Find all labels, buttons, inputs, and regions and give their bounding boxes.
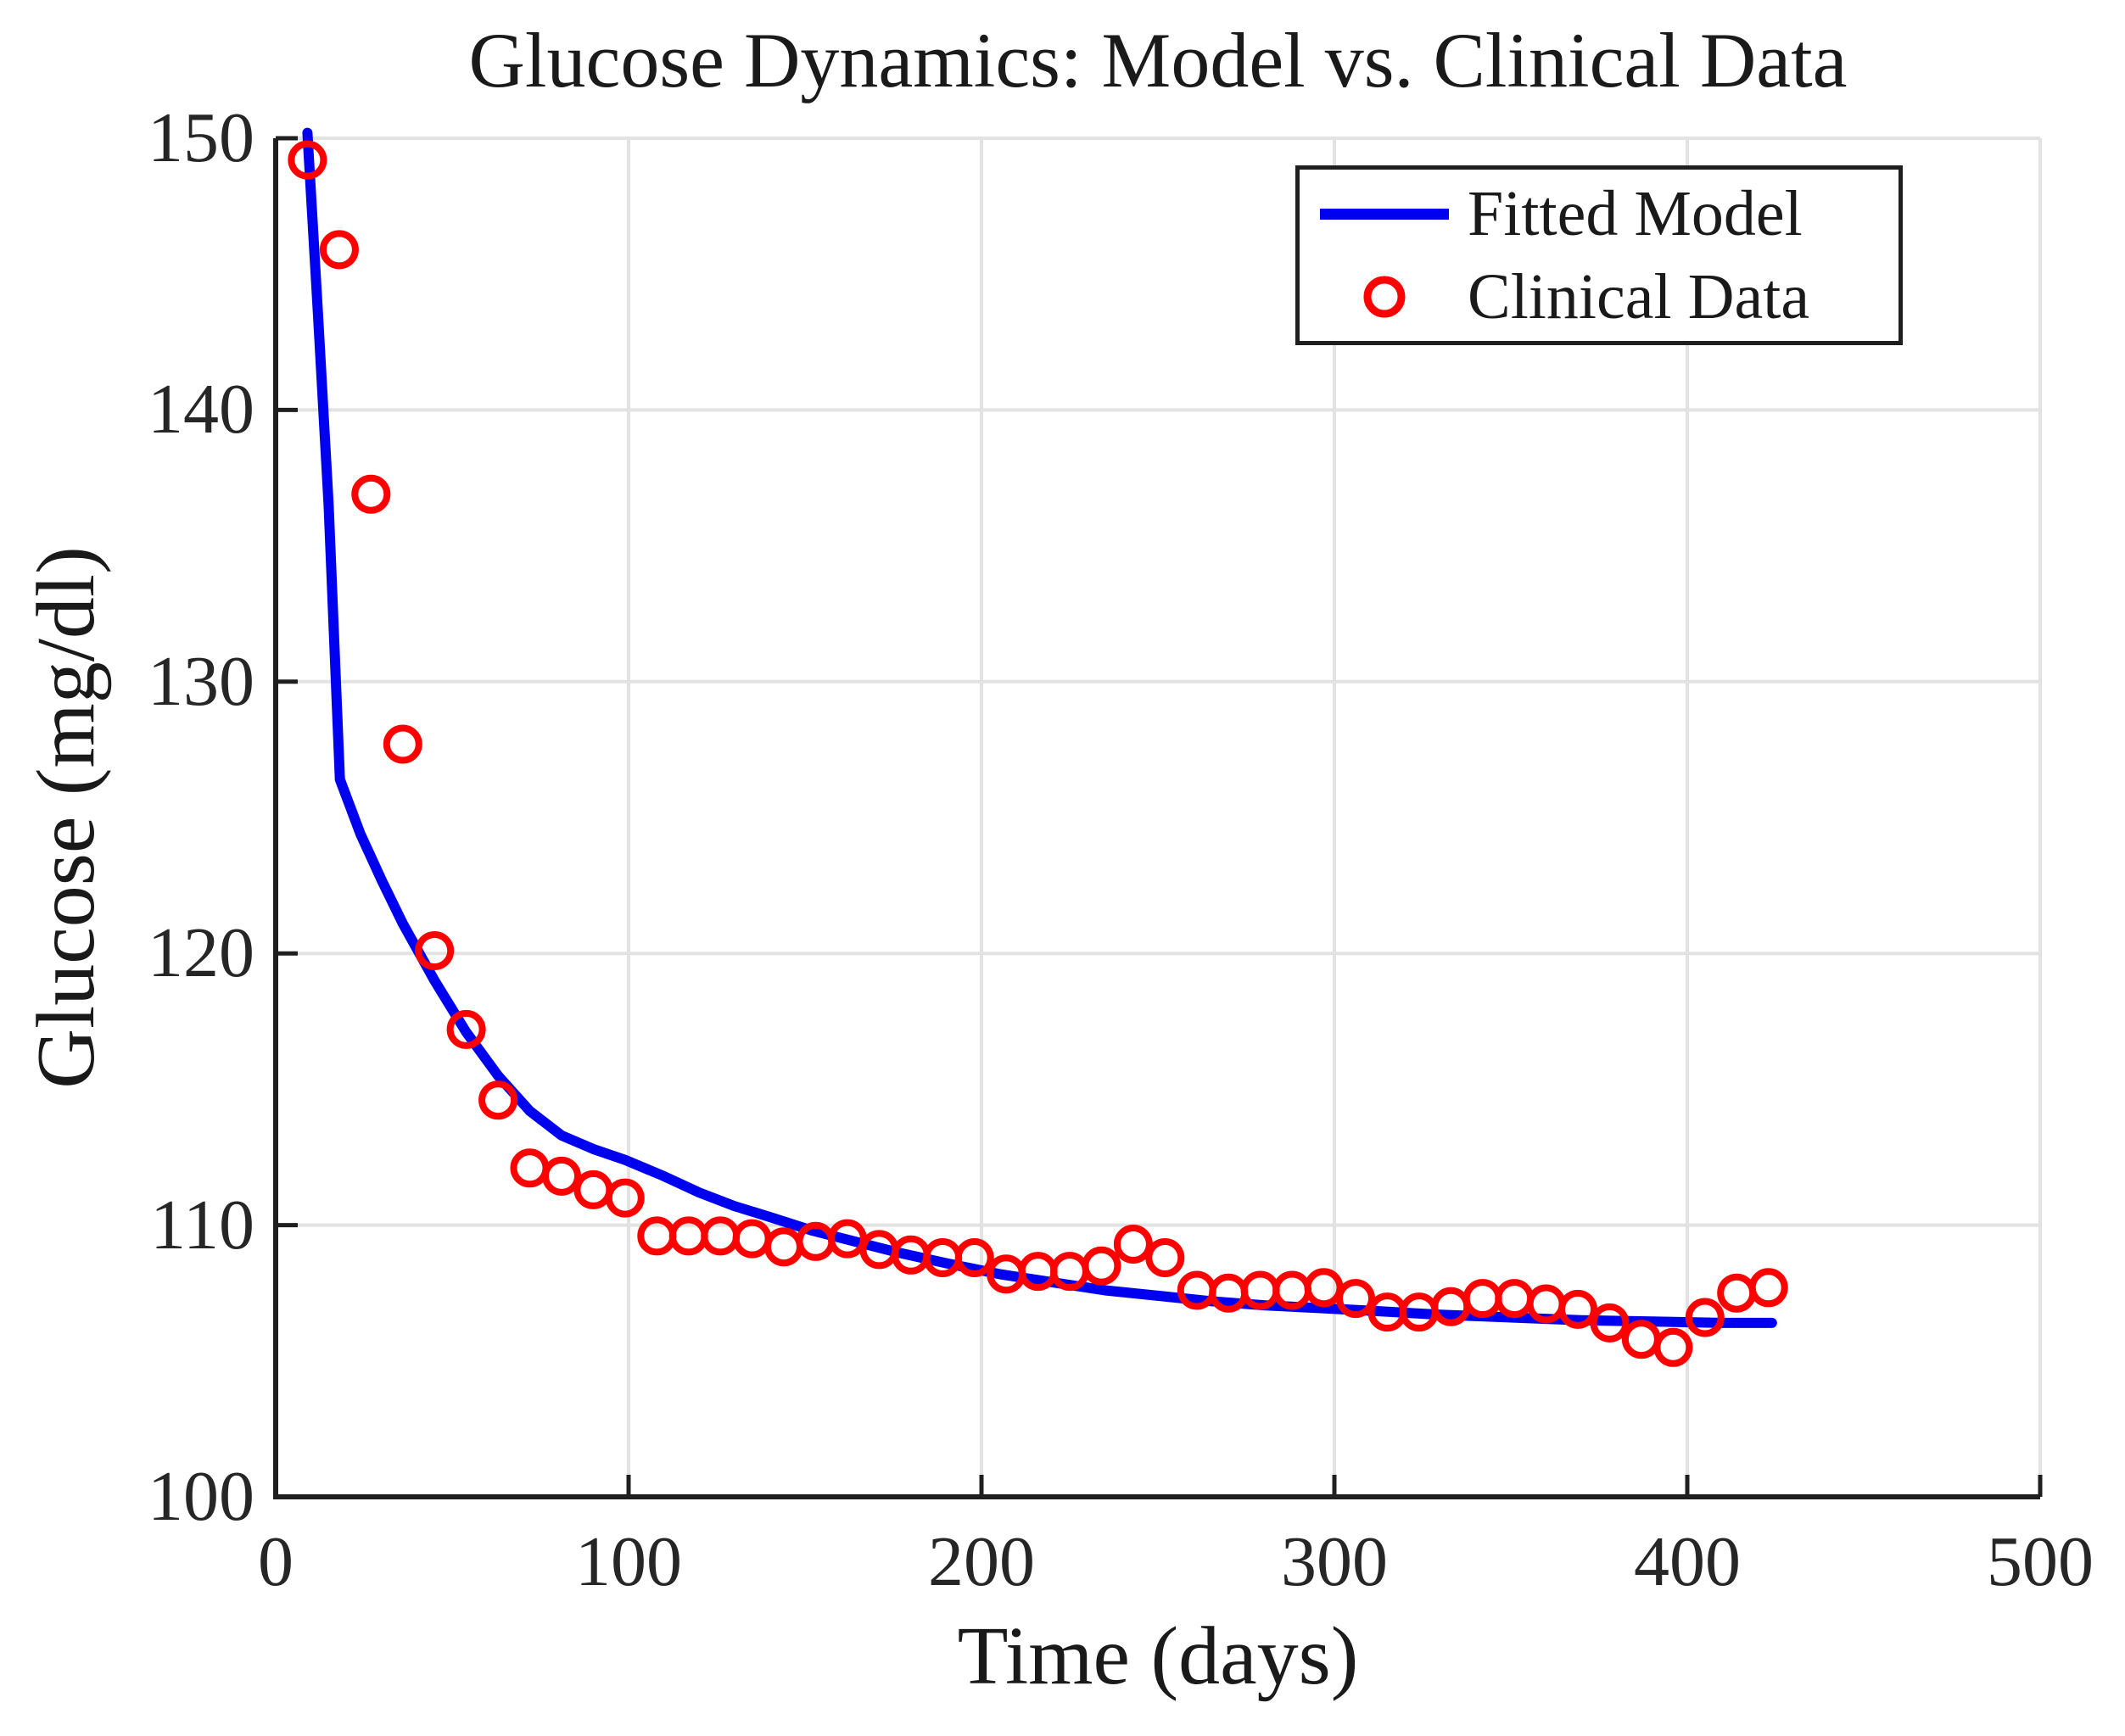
x-tick-label: 100 (575, 1522, 682, 1601)
y-axis-label: Glucose (mg/dl) (20, 546, 112, 1089)
data-point (732, 1219, 772, 1259)
y-tick-label: 100 (148, 1457, 254, 1536)
y-tick-label: 140 (148, 370, 254, 449)
data-point (542, 1156, 581, 1196)
y-tick-label: 130 (148, 641, 254, 721)
data-point (573, 1169, 613, 1209)
data-point (1082, 1246, 1121, 1286)
data-point (764, 1227, 803, 1267)
data-point (351, 474, 391, 514)
legend-circle-icon (1320, 273, 1449, 321)
data-point (1748, 1268, 1788, 1308)
legend-label: Fitted Model (1468, 178, 1803, 250)
data-point (510, 1148, 550, 1188)
y-tick-label: 120 (148, 913, 254, 993)
data-point (1113, 1225, 1153, 1264)
data-point (383, 724, 422, 764)
data-point (1462, 1279, 1502, 1319)
data-point (1145, 1238, 1185, 1277)
y-tick-label: 150 (148, 98, 254, 177)
legend-item-clinical-data: Clinical Data (1320, 259, 1899, 335)
x-tick-label: 400 (1634, 1522, 1741, 1601)
data-point (954, 1238, 994, 1277)
legend-line-icon (1320, 208, 1449, 220)
legend-item-fitted-model: Fitted Model (1320, 176, 1899, 252)
data-point (1558, 1289, 1597, 1329)
chart-title: Glucose Dynamics: Model vs. Clinical Dat… (468, 17, 1848, 103)
data-point (319, 230, 359, 270)
legend: Fitted Model Clinical Data (1295, 165, 1903, 345)
data-point (415, 931, 455, 970)
x-tick-label: 500 (1987, 1522, 2094, 1601)
data-point (446, 1009, 486, 1049)
x-tick-label: 0 (258, 1522, 294, 1601)
legend-label: Clinical Data (1468, 260, 1810, 332)
data-point (1621, 1320, 1661, 1359)
model-line (302, 127, 1777, 1328)
data-point (1590, 1303, 1630, 1342)
data-point (1717, 1273, 1757, 1313)
x-tick-label: 200 (928, 1522, 1035, 1601)
data-point (605, 1178, 645, 1218)
y-tick-label: 110 (150, 1185, 254, 1264)
x-axis-label: Time (days) (957, 1610, 1359, 1702)
data-point (1685, 1298, 1725, 1337)
data-point (478, 1080, 518, 1120)
data-point (1653, 1327, 1693, 1367)
data-point (1495, 1279, 1535, 1319)
x-tick-label: 300 (1281, 1522, 1388, 1601)
data-point (288, 140, 327, 180)
data-point (1336, 1279, 1375, 1319)
